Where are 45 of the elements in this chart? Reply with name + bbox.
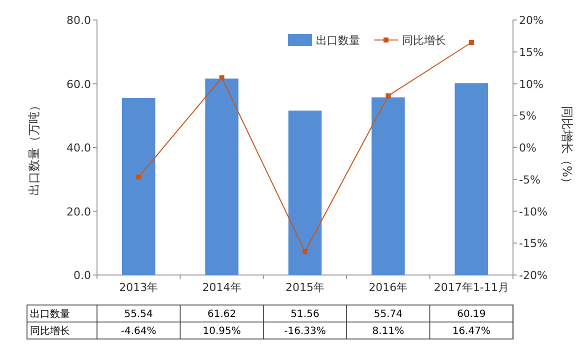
y2-tick-label: 10%: [519, 78, 544, 91]
point: [219, 75, 224, 80]
y2-tick-label: -10%: [519, 205, 548, 218]
bar: [454, 83, 488, 275]
data-label: 10.95%: [202, 326, 241, 337]
point: [468, 40, 474, 46]
y-axis-title: 出口数量（万吨）: [27, 100, 41, 196]
y-tick-label: 40.0: [66, 142, 91, 154]
bar: [288, 110, 322, 275]
data-label: -4.64%: [120, 326, 156, 337]
data-label: 55.74: [374, 309, 403, 320]
y2-tick-label: -20%: [519, 269, 548, 282]
y2-tick-label: 15%: [519, 46, 544, 59]
bar: [205, 78, 238, 275]
data-label: 61.62: [207, 309, 236, 320]
y-tick-label: 60.0: [66, 78, 91, 91]
data-label: 8.11%: [372, 326, 404, 337]
y2-tick-label: 0%: [519, 142, 536, 154]
data-label: -16.33%: [284, 326, 326, 337]
y2-axis-title: 同比增长（%）: [560, 106, 574, 190]
text: 出口数量: [30, 309, 70, 320]
y-tick-label: 0.0: [74, 269, 91, 282]
y-tick-label: 20.0: [66, 205, 91, 218]
point: [136, 174, 142, 180]
bar: [372, 97, 405, 275]
x-tick-label: 2017年1-11月: [434, 281, 509, 294]
text: 同比增长: [30, 326, 70, 337]
legend-label: 出口数量: [316, 34, 360, 47]
x-tick-label: 2014年: [202, 281, 242, 294]
y2-tick-label: -15%: [519, 237, 548, 250]
legend-label: 同比增长: [402, 34, 446, 47]
y-tick-label: 80.0: [66, 14, 91, 27]
y2-tick-label: -5%: [519, 173, 540, 186]
x-tick-label: 2015年: [286, 281, 324, 294]
point: [386, 93, 391, 98]
data-label: 60.19: [457, 309, 486, 320]
x-tick-label: 2016年: [368, 281, 408, 294]
data-label: 51.56: [290, 309, 320, 320]
data-label: 16.47%: [452, 326, 490, 337]
y2-tick-label: 5%: [519, 110, 536, 123]
bar: [122, 98, 156, 275]
y2-tick-label: 20%: [519, 14, 544, 27]
point: [302, 249, 308, 254]
data-label: 55.54: [124, 309, 153, 320]
x-tick-label: 2013年: [119, 281, 158, 294]
